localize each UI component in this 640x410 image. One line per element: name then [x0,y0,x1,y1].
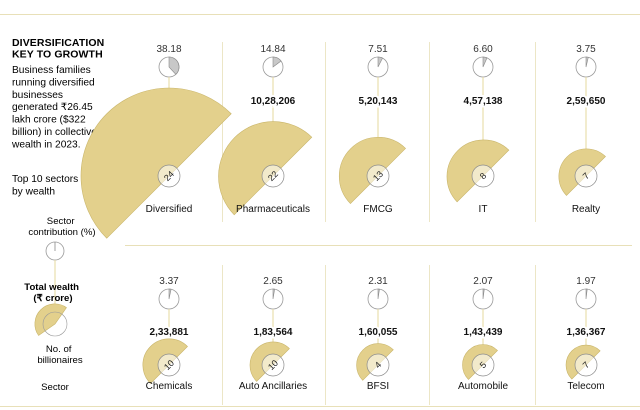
legend-contribution-line-2: contribution (%) [28,227,95,238]
sidebar-intro-line-5: lakh crore ($322 [12,115,86,126]
legend-fan-circle [42,311,68,337]
contribution-value: 3.75 [576,44,596,55]
legend-sector-label: Sector [41,382,70,393]
contribution-pie-slice [585,56,589,68]
billionaires-circle [261,164,285,188]
sector-name: IT [479,204,488,215]
contribution-value: 6.60 [473,44,493,55]
sidebar-title-line-1: DIVERSIFICATION [12,37,104,49]
wealth-value: 10,28,206 [251,96,296,107]
sector-name: Diversified [146,204,193,215]
contribution-pie-slice [377,56,383,68]
sector-unit-automobile: 2.07 1,43,439 5 Automobile [458,276,508,392]
legend-billionaires-line-1: No. of [46,344,72,355]
contribution-pie-slice [272,56,282,68]
legend-billionaires-label: No. of billionaires [37,344,83,366]
contribution-value: 7.51 [368,44,388,55]
wealth-fan [80,87,232,239]
billionaires-circle [574,353,598,377]
sector-name: BFSI [367,381,389,392]
wealth-value: 1,43,439 [464,327,503,338]
billionaires-circle [471,353,495,377]
contribution-value: 38.18 [156,44,181,55]
sector-unit-it: 6.60 4,57,138 8 IT [446,44,510,215]
sector-units: 38.1826,45,89124Diversified 14.84 10,28,20… [80,44,608,392]
contribution-value: 14.84 [260,44,285,55]
legend-wealth-line-1: Total wealth [24,282,79,293]
billionaires-circle [157,353,181,377]
contribution-pie-slice [482,56,488,68]
sector-name: Automobile [458,381,508,392]
wealth-value: 4,57,138 [464,96,503,107]
billionaires-circle [471,164,495,188]
sector-name: Telecom [567,381,604,392]
wealth-value: 5,20,143 [359,96,398,107]
sidebar-top-line-1: Top 10 sectors [12,174,78,185]
wealth-value: 1,83,564 [254,327,293,338]
legend-contribution-line-1: Sector [47,216,76,227]
sidebar-intro-line-4: generated ₹26.45 [12,102,93,113]
sector-unit-telecom: 1.97 1,36,367 7 Telecom [565,276,608,392]
legend-billionaires-line-2: billionaires [37,355,83,366]
contribution-pie-slice [482,288,485,300]
legend-wealth-line-2: (₹ crore) [33,293,72,304]
contribution-pie-slice [168,288,172,300]
sidebar-intro-line-3: businesses [12,90,63,101]
legend-wealth-label: Total wealth (₹ crore) [24,282,81,304]
sector-name: Auto Ancillaries [239,381,307,392]
wealth-value: 1,60,055 [359,327,398,338]
contribution-pie-slice [168,56,180,75]
contribution-value: 2.07 [473,276,493,287]
billionaires-count: 7 [581,360,592,371]
sector-name: Realty [572,204,600,215]
billionaires-circle [157,164,181,188]
sidebar-top-sectors: Top 10 sectors by wealth [12,174,81,197]
legend: Sector contribution (%) Total wealth (₹ … [24,216,95,393]
billionaires-circle [261,353,285,377]
wealth-value: 2,33,881 [150,327,189,338]
billionaires-circle [574,164,598,188]
billionaires-count: 8 [478,171,489,182]
billionaires-count: 4 [373,360,384,371]
sidebar: DIVERSIFICATION KEY TO GROWTH Business f… [11,37,107,197]
sidebar-intro-line-6: billion) in collective [12,127,97,138]
sector-name: Pharmaceuticals [236,204,310,215]
wealth-value: 2,59,650 [567,96,606,107]
sector-unit-bfsi: 2.31 1,60,055 4 BFSI [356,276,400,392]
contribution-pie-slice [272,288,276,300]
contribution-value: 3.37 [159,276,179,287]
sidebar-title-line-2: KEY TO GROWTH [12,49,103,61]
sidebar-intro-line-1: Business families [12,65,91,76]
sidebar-intro-line-2: running diversified [12,77,95,88]
legend-fan-icon [34,303,67,336]
billionaires-count: 7 [581,171,592,182]
billionaires-circle [366,353,390,377]
sector-unit-realty: 3.75 2,59,650 7 Realty [558,44,608,215]
wealth-value: 1,36,367 [567,327,606,338]
billionaires-count: 5 [478,360,489,371]
contribution-pie-slice [377,288,380,300]
sidebar-intro-line-7: wealth in 2023. [11,139,81,150]
sidebar-intro: Business families running diversified bu… [11,65,100,150]
contribution-value: 2.31 [368,276,388,287]
contribution-value: 2.65 [263,276,283,287]
contribution-pie-slice [585,288,588,300]
legend-contribution-label: Sector contribution (%) [28,216,95,238]
sidebar-top-line-2: by wealth [12,186,55,197]
sector-unit-diversified: 38.1826,45,89124Diversified [80,44,232,239]
sidebar-title: DIVERSIFICATION KEY TO GROWTH [12,37,107,61]
billionaires-circle [366,164,390,188]
contribution-value: 1.97 [576,276,596,287]
sector-name: FMCG [363,204,393,215]
sector-name: Chemicals [146,381,193,392]
